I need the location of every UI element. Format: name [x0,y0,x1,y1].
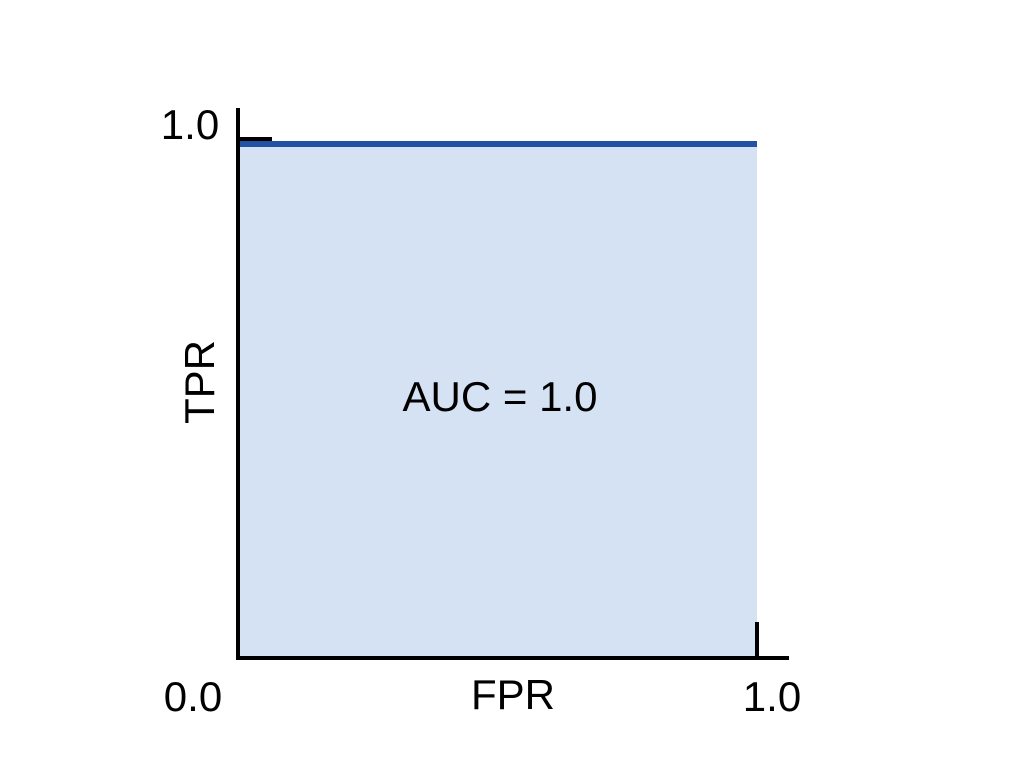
x-axis-line [236,656,789,660]
origin-tick-label: 0.0 [163,673,223,720]
y-axis-line [236,108,240,660]
x-tick-label-max: 1.0 [742,673,802,720]
auc-annotation: AUC = 1.0 [402,373,598,420]
y-axis-tick-max [240,137,272,141]
y-axis-title: TPR [176,340,223,424]
x-axis-tick-max [755,622,759,658]
x-axis-title: FPR [471,671,555,718]
y-tick-label-max: 1.0 [160,101,220,148]
roc-curve-line [240,141,757,147]
auc-fill-area [240,147,757,656]
